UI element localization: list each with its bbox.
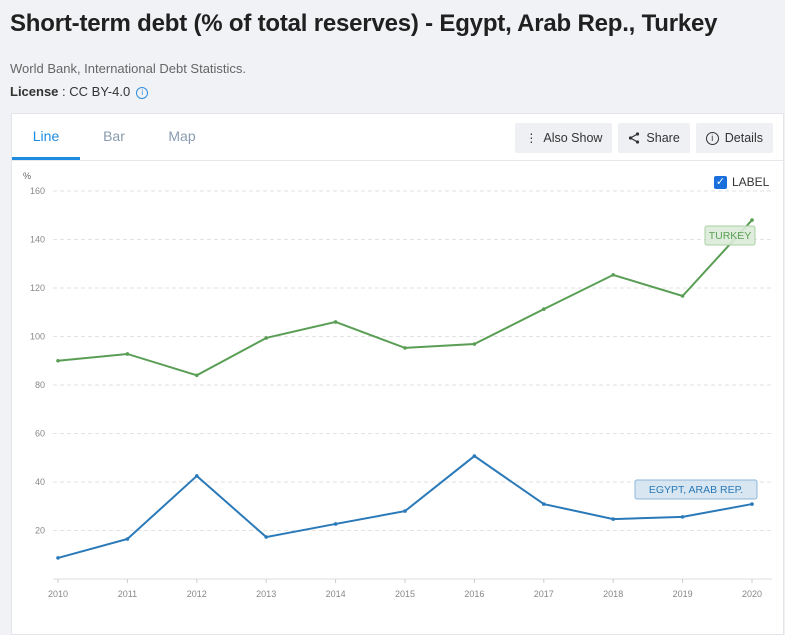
tab-line[interactable]: Line xyxy=(12,114,80,160)
data-point xyxy=(125,537,130,541)
x-tick-label: 2013 xyxy=(256,589,276,599)
more-vertical-icon: ⋮ xyxy=(525,131,538,145)
data-point xyxy=(56,556,60,560)
data-point xyxy=(195,474,199,478)
y-tick-label: 40 xyxy=(35,477,45,487)
info-circle-icon: i xyxy=(705,131,719,145)
data-point xyxy=(264,336,269,340)
tab-map[interactable]: Map xyxy=(168,128,196,144)
x-tick-label: 2014 xyxy=(326,589,346,599)
series-label-box xyxy=(704,225,756,246)
share-icon xyxy=(629,132,640,144)
data-point xyxy=(680,294,685,298)
checkbox-checked-icon[interactable]: ✓ xyxy=(714,175,727,189)
license-value: : CC BY-4.0 xyxy=(58,84,131,99)
data-point xyxy=(611,517,615,521)
share-label: Share xyxy=(646,131,680,145)
y-tick-label: 20 xyxy=(35,526,45,536)
x-tick-label: 2016 xyxy=(464,589,484,599)
license: License : CC BY-4.0 i xyxy=(10,84,149,99)
data-point xyxy=(472,454,477,458)
license-label: License xyxy=(10,84,59,99)
series-label: EGYPT, ARAB REP. xyxy=(649,484,743,496)
source-text: World Bank, International Debt Statistic… xyxy=(10,61,247,76)
data-point xyxy=(333,522,338,526)
details-label: Details xyxy=(724,131,763,145)
data-point xyxy=(56,358,60,363)
data-point xyxy=(195,373,199,378)
data-point xyxy=(333,320,338,324)
series-label-box xyxy=(634,479,758,500)
y-tick-label: 120 xyxy=(30,283,45,293)
label-toggle-text: LABEL xyxy=(732,175,770,189)
tab-bar[interactable]: Bar xyxy=(103,128,125,144)
info-icon[interactable]: i xyxy=(136,87,149,99)
data-point xyxy=(403,346,407,350)
page-title: Short-term debt (% of total reserves) - … xyxy=(10,10,718,37)
y-tick-label: 160 xyxy=(30,186,45,196)
data-point xyxy=(403,509,407,513)
y-tick-label: 80 xyxy=(35,380,45,390)
tab-divider xyxy=(12,160,783,161)
data-point xyxy=(750,502,754,506)
data-point xyxy=(125,352,130,356)
chart-card: Line Bar Map ⋮ Also Show Share i Details xyxy=(11,113,784,635)
x-tick-label: 2011 xyxy=(118,589,137,599)
data-point xyxy=(542,502,546,506)
data-point xyxy=(750,218,754,222)
data-point xyxy=(611,273,615,277)
series-label: TURKEY xyxy=(709,230,752,242)
x-tick-label: 2018 xyxy=(603,589,623,599)
data-point xyxy=(472,342,477,346)
also-show-button[interactable]: ⋮ Also Show xyxy=(515,123,613,153)
y-tick-label: 60 xyxy=(35,429,45,439)
data-point xyxy=(680,515,685,519)
y-tick-label: 140 xyxy=(30,235,45,245)
data-point xyxy=(264,535,269,539)
x-tick-label: 2020 xyxy=(742,589,762,599)
x-tick-label: 2010 xyxy=(48,589,68,599)
x-tick-label: 2015 xyxy=(395,589,415,599)
chart-tabs: Line Bar Map xyxy=(12,114,216,160)
data-point xyxy=(542,307,546,311)
share-button[interactable]: Share xyxy=(618,123,690,153)
y-tick-label: 100 xyxy=(30,332,45,342)
also-show-label: Also Show xyxy=(543,131,603,145)
label-toggle[interactable]: ✓ LABEL xyxy=(714,175,769,189)
x-tick-label: 2012 xyxy=(187,589,207,599)
y-axis-label: % xyxy=(23,171,31,181)
series-line-1 xyxy=(57,454,753,559)
x-tick-label: 2019 xyxy=(673,589,693,599)
series-line-0 xyxy=(57,219,753,377)
x-tick-label: 2017 xyxy=(534,589,554,599)
details-button[interactable]: i Details xyxy=(695,123,773,153)
